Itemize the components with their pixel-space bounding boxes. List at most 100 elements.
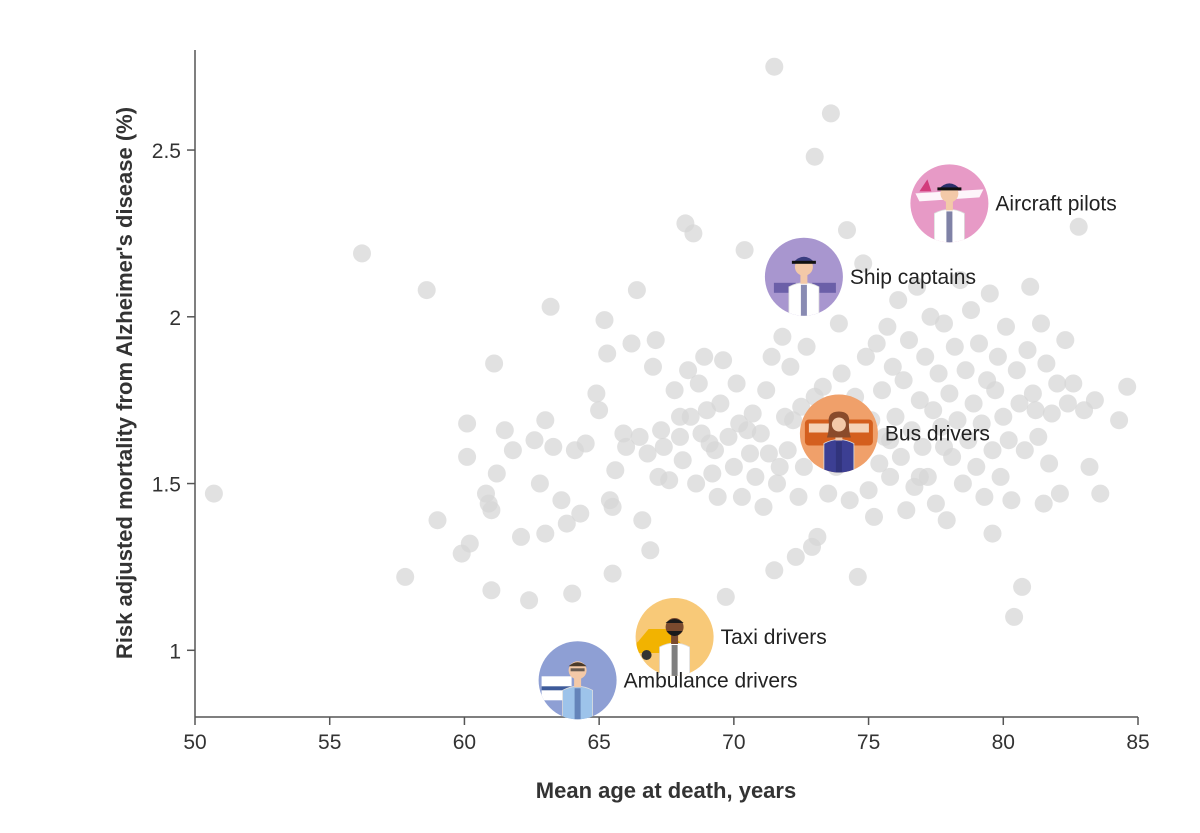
data-point-86 [765, 57, 784, 76]
data-point-17 [512, 527, 530, 546]
data-point-199 [983, 524, 1002, 543]
data-point-125 [878, 317, 897, 336]
data-point-65 [703, 464, 722, 483]
data-point-159 [970, 334, 988, 353]
data-point-69 [714, 351, 733, 370]
data-point-44 [633, 511, 652, 530]
data-point-25 [552, 491, 571, 510]
data-point-145 [932, 417, 951, 436]
data-point-190 [1064, 374, 1083, 393]
data-point-3 [417, 281, 436, 300]
data-point-38 [606, 461, 625, 480]
data-point-116 [854, 254, 873, 273]
data-point-0 [204, 484, 223, 503]
data-point-79 [746, 467, 765, 486]
data-point-172 [1005, 607, 1024, 626]
data-point-18 [520, 591, 539, 610]
data-point-68 [711, 394, 730, 413]
data-point-134 [902, 421, 921, 440]
data-point-29 [571, 504, 590, 523]
data-point-186 [1048, 374, 1067, 393]
data-point-77 [741, 444, 759, 463]
data-point-187 [1050, 484, 1069, 503]
data-point-206 [910, 467, 929, 486]
data-point-2 [396, 567, 415, 586]
data-point-41 [622, 334, 641, 353]
highlight-aircraft-pilots: Aircraft pilots [910, 164, 1117, 243]
data-point-196 [1110, 411, 1129, 430]
x-ticks: 50 55 60 65 70 75 80 85 [183, 717, 1150, 754]
data-point-16 [503, 441, 522, 460]
data-point-180 [1029, 427, 1048, 446]
data-point-179 [1023, 384, 1042, 403]
data-point-141 [921, 307, 940, 326]
data-point-95 [794, 457, 813, 476]
data-point-27 [563, 584, 582, 603]
data-point-144 [929, 364, 948, 383]
data-point-147 [937, 511, 956, 530]
data-point-51 [654, 437, 673, 456]
y-tick-label-1: 1.5 [152, 474, 181, 497]
data-point-71 [719, 427, 738, 446]
x-tick-label-75: 75 [857, 731, 880, 754]
data-point-61 [689, 374, 708, 393]
data-point-161 [975, 487, 994, 506]
y-ticks: 1 1.5 2 2.5 [152, 140, 195, 663]
data-point-121 [867, 334, 886, 353]
highlight-label: Bus drivers [885, 423, 990, 446]
data-point-131 [894, 371, 913, 390]
data-point-148 [940, 384, 959, 403]
data-point-15 [495, 421, 514, 440]
data-point-171 [1002, 491, 1021, 510]
data-point-164 [983, 441, 1002, 460]
data-point-47 [644, 357, 662, 376]
data-point-46 [641, 541, 660, 560]
data-point-21 [536, 411, 555, 430]
data-point-33 [595, 311, 614, 330]
data-point-117 [856, 347, 875, 366]
data-point-4 [428, 511, 447, 530]
data-point-87 [768, 474, 786, 493]
highlight-bus-drivers: Bus drivers [799, 394, 990, 473]
data-point-82 [757, 381, 776, 400]
data-point-6 [458, 447, 477, 466]
data-point-142 [924, 401, 943, 420]
data-point-80 [751, 424, 770, 443]
data-point-160 [972, 414, 991, 433]
data-point-100 [808, 527, 827, 546]
data-point-138 [913, 437, 932, 456]
data-point-185 [1042, 404, 1061, 423]
data-point-152 [951, 271, 970, 290]
data-point-158 [967, 457, 986, 476]
highlight-label: Ambulance drivers [624, 669, 798, 692]
data-point-90 [778, 441, 797, 460]
data-point-130 [891, 447, 910, 466]
data-point-150 [945, 337, 964, 356]
data-point-151 [948, 411, 967, 430]
data-point-176 [1015, 441, 1034, 460]
data-point-169 [997, 317, 1015, 336]
data-point-146 [935, 314, 953, 333]
data-point-59 [684, 224, 703, 243]
data-point-34 [598, 344, 617, 363]
data-point-12 [485, 354, 504, 373]
data-point-205 [881, 431, 900, 450]
data-point-133 [900, 331, 918, 350]
data-point-55 [673, 451, 692, 470]
data-point-84 [762, 347, 781, 366]
data-point-30 [576, 434, 595, 453]
data-point-207 [935, 437, 953, 456]
data-point-1 [353, 244, 371, 263]
data-point-99 [805, 147, 824, 166]
data-point-127 [883, 357, 902, 376]
data-point-48 [646, 331, 665, 350]
data-point-168 [994, 407, 1013, 426]
data-point-173 [1007, 361, 1026, 380]
x-tick-label-85: 85 [1126, 731, 1149, 754]
data-point-63 [695, 347, 714, 366]
highlight-ship-captains: Ship captains [764, 237, 976, 316]
data-point-32 [590, 401, 609, 420]
x-tick-label-65: 65 [587, 731, 610, 754]
data-point-174 [1010, 394, 1029, 413]
data-point-109 [832, 364, 851, 383]
